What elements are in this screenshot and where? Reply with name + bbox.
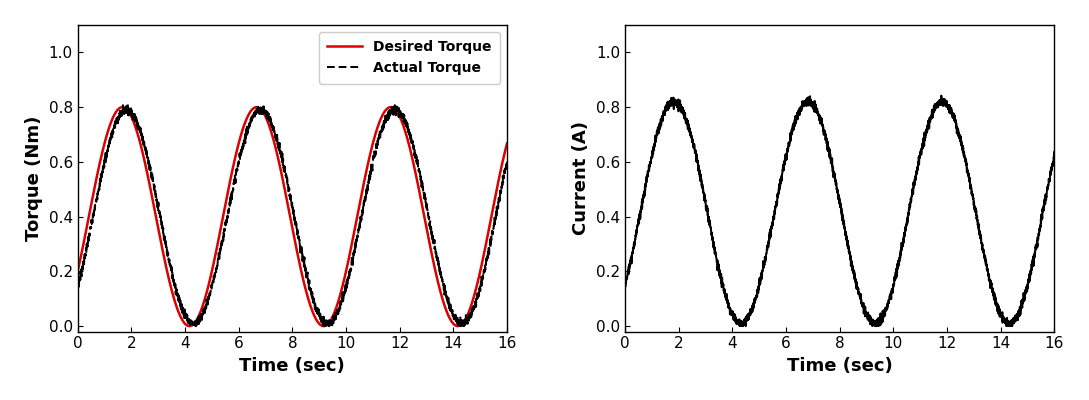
Desired Torque [501, 141, 514, 146]
Actual Torque [492, 197, 505, 202]
Desired Torque [146, 195, 159, 200]
Line: Actual Torque: Actual Torque [77, 104, 507, 326]
Desired Torque [120, 107, 133, 112]
Actual Torque [446, 314, 460, 318]
Actual Torque [146, 172, 159, 177]
Desired Torque [183, 324, 196, 328]
Actual Torque [501, 159, 514, 164]
Desired Torque [492, 176, 505, 181]
Desired Torque [236, 128, 249, 132]
Line: Desired Torque: Desired Torque [77, 107, 507, 326]
X-axis label: Time (sec): Time (sec) [240, 357, 345, 375]
Desired Torque [255, 107, 268, 112]
Y-axis label: Current (A): Current (A) [573, 121, 590, 235]
Legend: Desired Torque, Actual Torque: Desired Torque, Actual Torque [319, 32, 500, 84]
Desired Torque [71, 269, 84, 274]
Desired Torque [446, 320, 460, 325]
Actual Torque [71, 281, 84, 286]
X-axis label: Time (sec): Time (sec) [786, 357, 893, 375]
Actual Torque [236, 144, 249, 149]
Y-axis label: Torque (Nm): Torque (Nm) [25, 116, 42, 241]
Actual Torque [120, 110, 133, 115]
Actual Torque [186, 324, 199, 328]
Desired Torque [384, 105, 397, 110]
Actual Torque [255, 107, 268, 112]
Actual Torque [121, 102, 134, 107]
